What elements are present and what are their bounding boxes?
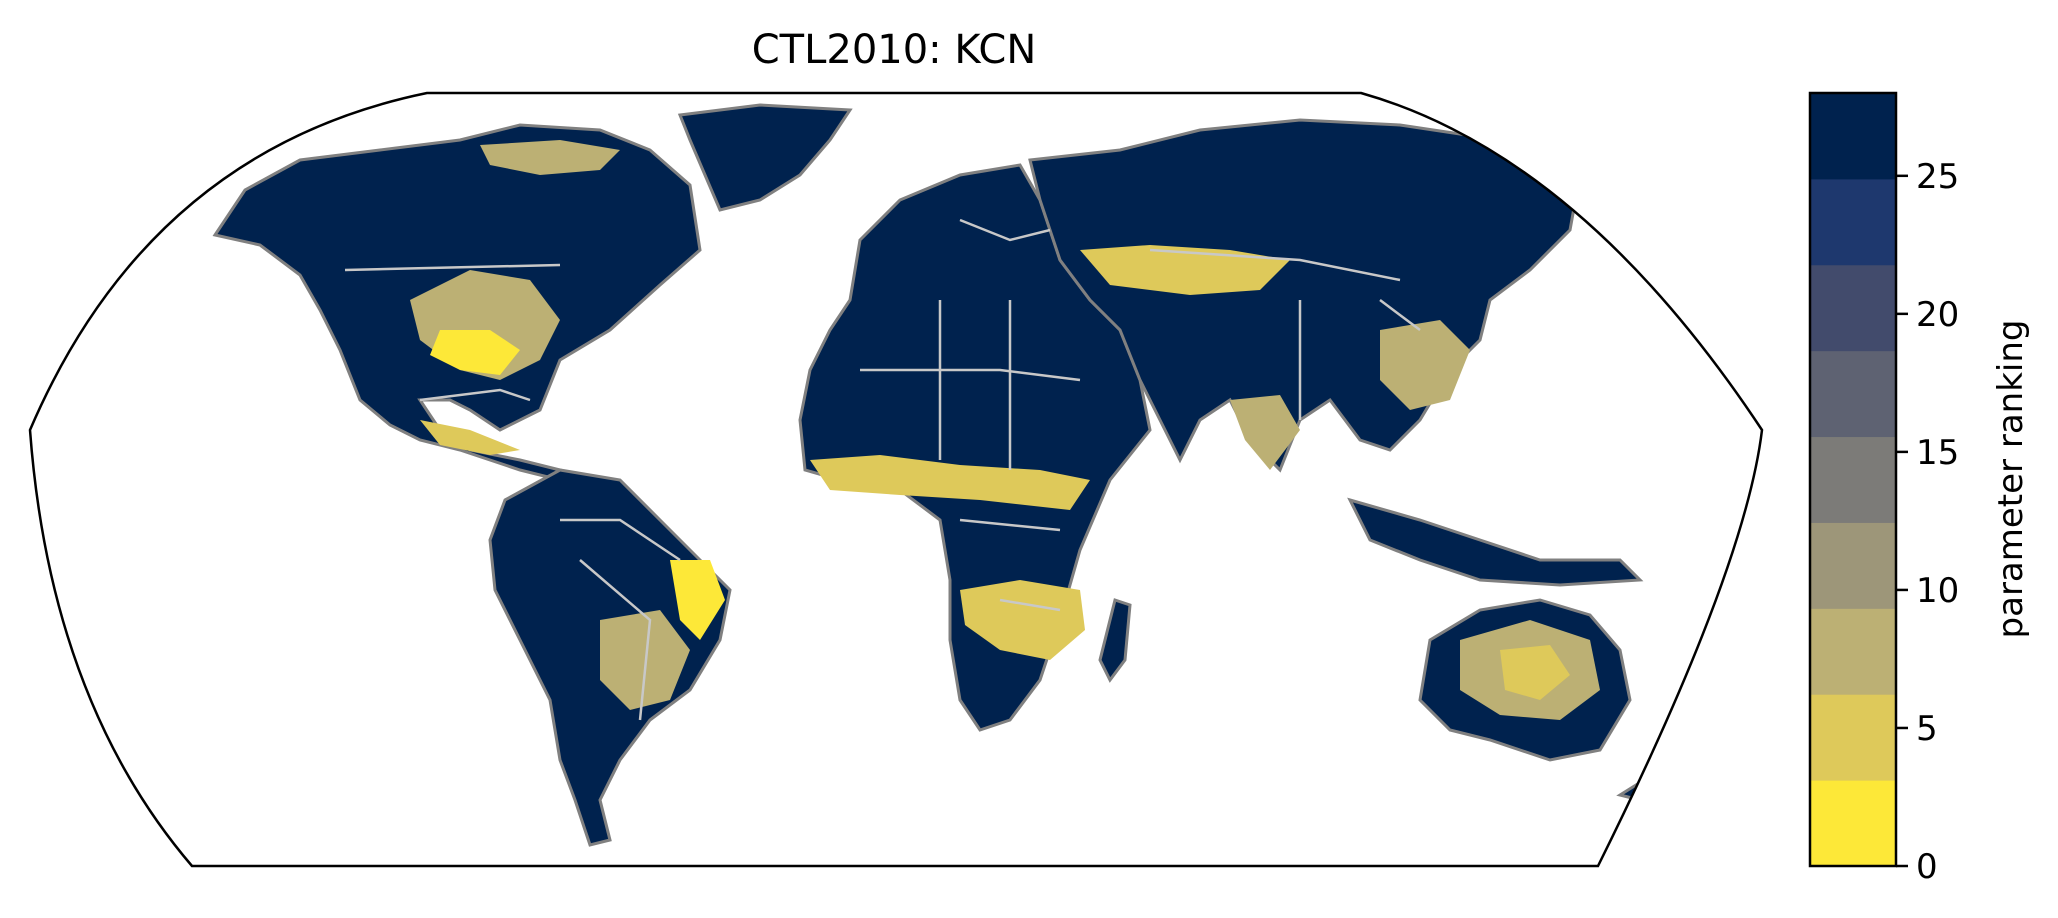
colorbar-bin — [1810, 264, 1896, 352]
colorbar-tick-label: 15 — [1916, 433, 1959, 473]
region-southern-africa — [960, 580, 1085, 660]
colorbar-tick-label: 25 — [1916, 157, 1959, 197]
colorbar-bin — [1810, 694, 1896, 781]
region-australia-core — [1500, 645, 1570, 700]
region-india — [1230, 395, 1300, 470]
land-layer — [212, 103, 1715, 847]
colorbar-bin — [1810, 436, 1896, 523]
low-ranking-regions — [410, 140, 1600, 720]
region-mexico — [420, 420, 520, 455]
country-borders — [344, 218, 1421, 721]
colorbar-frame — [1808, 91, 1898, 868]
colorbar-bin — [1810, 608, 1896, 695]
colorbar-bin — [1810, 93, 1896, 180]
madagascar — [1098, 598, 1132, 683]
colorbar-bin — [1810, 780, 1896, 867]
region-brazil-east — [670, 560, 725, 640]
region-sahel — [810, 455, 1090, 510]
colorbar-tick-label: 0 — [1916, 847, 1938, 887]
region-us-south — [430, 330, 520, 375]
region-china-east — [1380, 320, 1470, 410]
colorbar-tick-label: 5 — [1916, 709, 1938, 749]
region-canada-north — [480, 140, 620, 175]
colorbar-bin — [1810, 522, 1896, 609]
colorbar-bins — [1810, 93, 1896, 867]
region-central-asia — [1080, 245, 1290, 295]
globe-outline — [28, 91, 1764, 868]
colorbar: 0 5 10 15 20 25 parameter ranking — [1808, 91, 2031, 887]
colorbar-tick-label: 20 — [1916, 295, 1959, 335]
map-title: CTL2010: KCN — [752, 27, 1037, 73]
colorbar-tick-label: 10 — [1916, 571, 1959, 611]
map — [28, 91, 1764, 868]
indonesia — [1347, 497, 1644, 587]
colorbar-bin — [1810, 350, 1896, 438]
colorbar-label: parameter ranking — [1991, 320, 2031, 639]
colorbar-ticks: 0 5 10 15 20 25 — [1896, 157, 1959, 887]
colorbar-bin — [1810, 178, 1896, 266]
greenland — [677, 103, 853, 212]
